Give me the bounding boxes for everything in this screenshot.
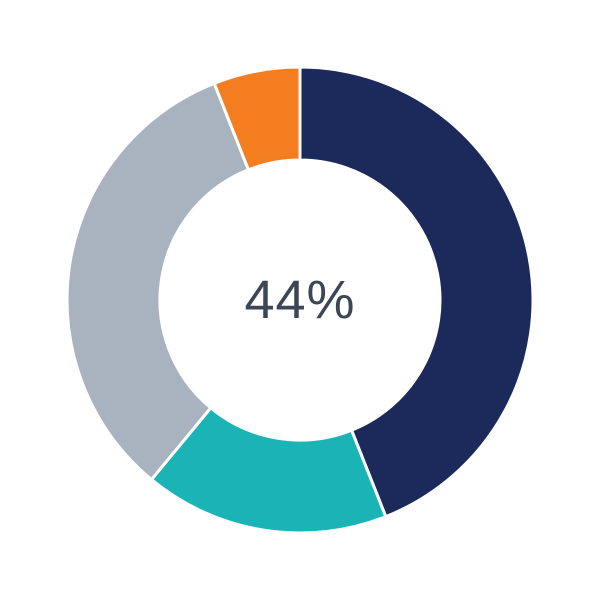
donut-slice-3 — [65, 81, 251, 482]
donut-slice-1 — [298, 65, 535, 519]
donut-slice-4 — [212, 65, 302, 172]
